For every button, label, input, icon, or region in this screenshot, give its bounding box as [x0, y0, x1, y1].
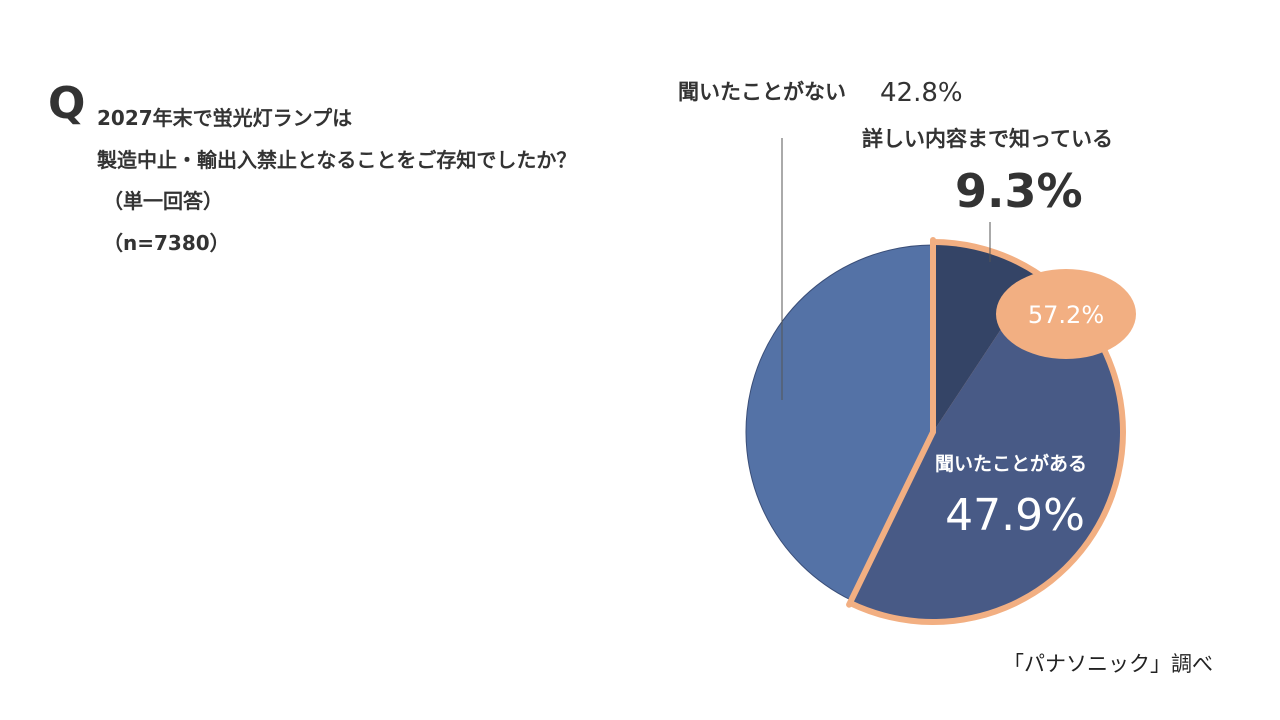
source-credit: 「パナソニック」調べ [1003, 652, 1213, 676]
highlight-badge-value: 57.2% [1028, 301, 1104, 329]
highlight-badge [996, 269, 1136, 359]
highlight-edge-2 [846, 429, 936, 608]
question-note-sample-size: （n=7380） [103, 231, 230, 255]
slice-label-never-heard: 聞いたことがない [678, 80, 846, 104]
slice-value-never-heard: 42.8% [880, 78, 963, 108]
slice-value-heard: 47.9% [945, 490, 1085, 541]
slice-value-know-details: 9.3% [955, 164, 1083, 218]
pie-slice-never-heard [745, 244, 934, 601]
question-note-single-answer: （単一回答） [103, 189, 223, 213]
slice-label-know-details: 詳しい内容まで知っている [862, 127, 1113, 151]
slice-label-heard: 聞いたことがある [935, 452, 1087, 475]
question-mark: Q [48, 78, 86, 129]
pie-slice-heard [851, 276, 1121, 620]
question-line-2: 製造中止・輸出入禁止となることをご存知でしたか？ [97, 148, 577, 172]
question-line-1: 2027年末で蛍光灯ランプは [97, 106, 353, 130]
